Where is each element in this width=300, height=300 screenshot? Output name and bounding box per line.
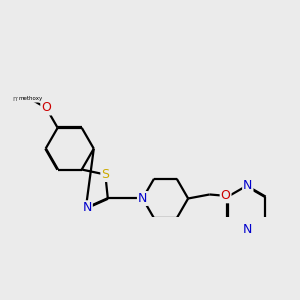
Text: methoxy: methoxy (13, 96, 43, 102)
Text: O: O (221, 189, 230, 202)
Text: N: N (243, 179, 253, 192)
Text: N: N (138, 192, 147, 205)
Text: methoxy: methoxy (18, 96, 43, 101)
Text: S: S (101, 168, 109, 181)
Text: N: N (82, 201, 92, 214)
Text: O: O (41, 101, 51, 115)
Text: N: N (243, 223, 253, 236)
